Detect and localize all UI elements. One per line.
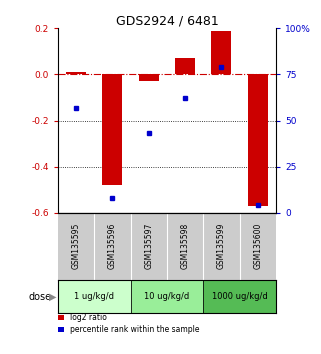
Bar (102, 74, 122, 185)
Bar (203, 280, 276, 313)
Bar (248, 74, 268, 206)
Bar (212, 31, 231, 74)
Legend: log2 ratio, percentile rank within the sample: log2 ratio, percentile rank within the s… (58, 313, 200, 335)
Text: GSM135597: GSM135597 (144, 223, 153, 269)
Text: GSM135595: GSM135595 (72, 223, 81, 269)
Bar (131, 280, 203, 313)
Text: 1000 ug/kg/d: 1000 ug/kg/d (212, 292, 268, 301)
Bar (139, 74, 159, 81)
Text: dose: dose (28, 292, 51, 302)
Text: ▶: ▶ (49, 292, 56, 302)
Title: GDS2924 / 6481: GDS2924 / 6481 (116, 14, 218, 27)
Bar (58, 280, 131, 313)
Text: GSM135599: GSM135599 (217, 223, 226, 269)
Text: GSM135600: GSM135600 (253, 223, 262, 269)
Bar (66, 72, 86, 74)
Text: GSM135596: GSM135596 (108, 223, 117, 269)
Text: 10 ug/kg/d: 10 ug/kg/d (144, 292, 189, 301)
Bar (175, 58, 195, 74)
Text: 1 ug/kg/d: 1 ug/kg/d (74, 292, 114, 301)
Text: GSM135598: GSM135598 (181, 223, 190, 269)
